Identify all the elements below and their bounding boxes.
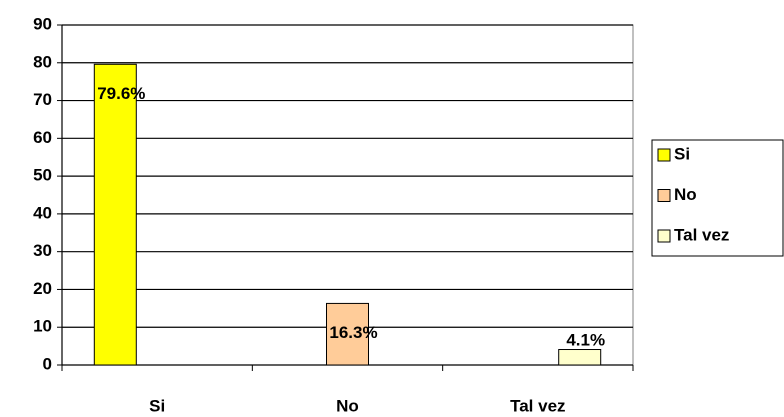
x-tick-label: Tal vez	[510, 396, 565, 415]
y-tick-label: 90	[33, 14, 52, 33]
legend-swatch	[657, 229, 671, 243]
y-tick-label: 80	[33, 52, 52, 71]
y-tick-label: 30	[33, 241, 52, 260]
value-label: 4.1%	[566, 330, 605, 349]
y-tick-label: 40	[33, 203, 52, 222]
legend-label: Si	[674, 144, 690, 163]
legend-box	[651, 139, 784, 257]
y-tick-label: 0	[43, 354, 52, 373]
y-tick-label: 60	[33, 128, 52, 147]
x-tick-label: No	[336, 396, 359, 415]
value-label: 79.6%	[97, 84, 145, 103]
y-tick-label: 70	[33, 90, 52, 109]
y-tick-label: 10	[33, 317, 52, 336]
value-label: 16.3%	[329, 323, 377, 342]
legend-label: No	[674, 185, 697, 204]
bar	[93, 63, 137, 366]
x-tick-label: Si	[149, 396, 165, 415]
y-tick-label: 50	[33, 166, 52, 185]
bar	[558, 349, 602, 366]
legend-swatch	[657, 189, 671, 202]
y-tick-label: 20	[33, 279, 52, 298]
bar	[326, 302, 369, 366]
legend-swatch	[657, 148, 671, 162]
legend-label: Tal vez	[674, 225, 729, 244]
